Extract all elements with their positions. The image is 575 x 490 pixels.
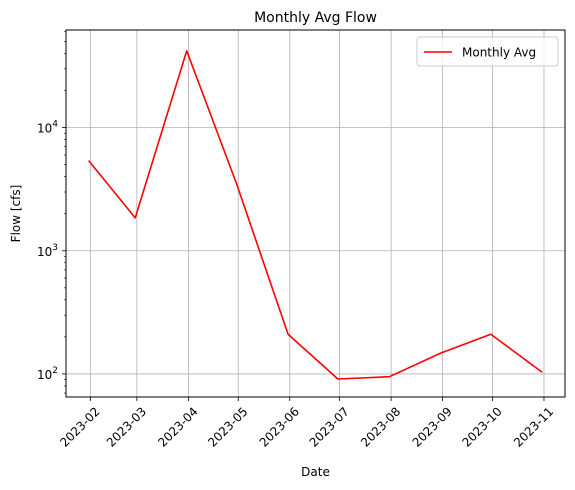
- legend-label: Monthly Avg: [462, 46, 536, 60]
- y-tick-base: 10: [37, 245, 52, 259]
- y-tick-label: 104: [37, 120, 58, 136]
- y-tick-exponent: 3: [52, 243, 58, 253]
- x-axis-label: Date: [301, 465, 330, 479]
- y-tick-exponent: 4: [52, 120, 58, 130]
- y-axis-label: Flow [cfs]: [9, 185, 23, 243]
- y-tick-label: 102: [37, 366, 58, 382]
- y-tick-label: 103: [37, 243, 58, 259]
- legend-box: [416, 36, 559, 67]
- y-tick-base: 10: [37, 122, 52, 136]
- y-tick-base: 10: [37, 368, 52, 382]
- chart-title: Monthly Avg Flow: [254, 10, 377, 26]
- series-layer: [88, 50, 543, 380]
- legend: Monthly Avg: [416, 36, 559, 67]
- series-line-monthly-avg: [88, 50, 543, 380]
- y-tick-exponent: 2: [52, 366, 58, 376]
